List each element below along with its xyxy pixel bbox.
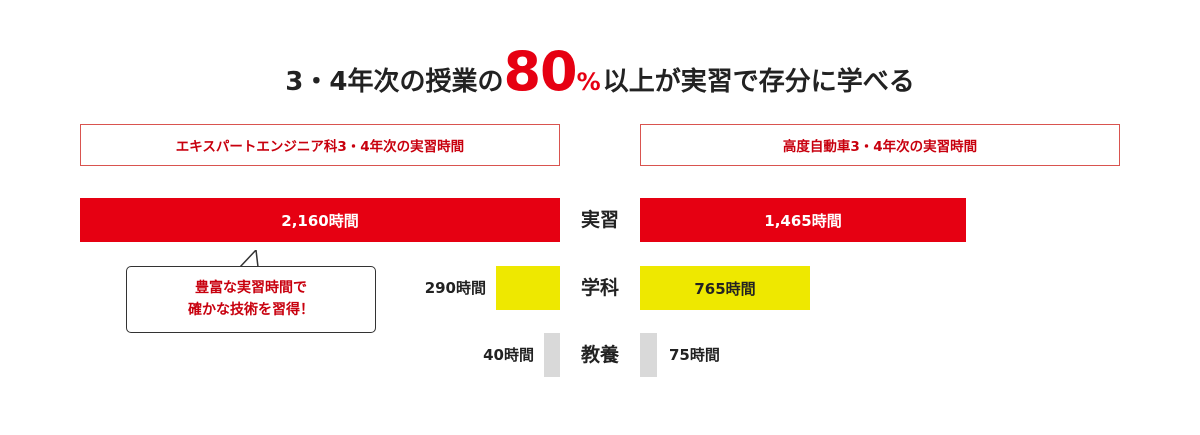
bar-label-left-academic: 290時間	[424, 279, 486, 297]
bar-left-academic	[496, 266, 560, 310]
headline-percentage: 80	[503, 40, 577, 103]
department-label-expert-engineer: エキスパートエンジニア科3・4年次の実習時間	[80, 124, 560, 166]
headline-percent-unit: %	[576, 68, 601, 96]
callout-bubble: 豊富な実習時間で 確かな技術を習得！	[126, 266, 376, 333]
bar-label-right-practice: 1,465時間	[764, 211, 842, 230]
bar-label-left-general: 40時間	[483, 346, 534, 364]
headline-prefix: 3・4年次の授業の	[285, 67, 504, 97]
department-label-advanced-automotive: 高度自動車3・4年次の実習時間	[640, 124, 1120, 166]
headline-suffix: 以上が実習で存分に学べる	[602, 67, 915, 97]
bar-right-practice: 1,465時間	[640, 198, 966, 242]
category-label-practice: 実習	[580, 209, 619, 231]
bar-right-general	[640, 333, 657, 377]
bar-label-right-academic: 765時間	[694, 279, 756, 298]
bar-right-academic: 765時間	[640, 266, 810, 310]
headline: 3・4年次の授業の80%以上が実習で存分に学べる	[0, 40, 1200, 104]
bar-left-general	[544, 333, 560, 377]
callout-line-1: 豊富な実習時間で	[195, 279, 307, 296]
bar-label-right-general: 75時間	[669, 346, 720, 364]
category-label-general: 教養	[580, 344, 619, 366]
bar-label-left-practice: 2,160時間	[281, 211, 359, 230]
callout-line-2: 確かな技術を習得！	[188, 301, 314, 318]
callout-pointer	[239, 250, 259, 268]
bar-left-practice: 2,160時間	[80, 198, 560, 242]
category-label-academic: 学科	[580, 277, 619, 299]
